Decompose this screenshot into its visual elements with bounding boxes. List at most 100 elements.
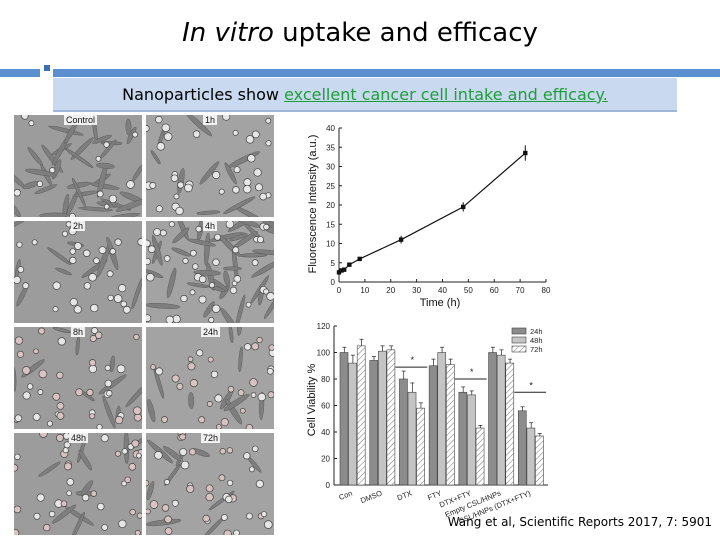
micrograph-texture bbox=[14, 221, 142, 323]
line-chart-point bbox=[357, 256, 362, 262]
micrograph-label: 1h bbox=[203, 115, 218, 125]
micrograph-4h: 4h bbox=[146, 221, 274, 323]
bar-chart-bar bbox=[467, 394, 476, 486]
decorative-bar-right bbox=[53, 69, 720, 77]
bar-chart-bar bbox=[458, 391, 468, 486]
bar-chart-ytick-label: 20 bbox=[321, 455, 330, 464]
micrograph-texture bbox=[14, 327, 142, 429]
bar-chart-bar bbox=[475, 427, 485, 486]
line-chart-point bbox=[336, 270, 342, 275]
line-chart-ytick-label: 30 bbox=[326, 163, 335, 172]
micrograph-label: 72h bbox=[201, 433, 221, 443]
bar-chart-ytick-label: 120 bbox=[317, 322, 331, 331]
micrograph-label: 8h bbox=[71, 327, 86, 337]
line-chart-ylabel: Fluorescence Intensity (a.u.) bbox=[307, 135, 319, 274]
bar-chart-legend-swatch bbox=[511, 327, 527, 335]
bar-chart-bar bbox=[526, 427, 536, 486]
micrograph-label: 4h bbox=[203, 221, 218, 231]
line-chart-xtick-label: 40 bbox=[438, 286, 447, 295]
bar-chart-bar bbox=[437, 352, 447, 486]
micrograph-texture bbox=[146, 327, 274, 429]
micrograph-8h: 8h bbox=[14, 327, 142, 429]
micrograph-texture bbox=[14, 115, 142, 217]
line-chart-ytick-label: 40 bbox=[326, 124, 335, 133]
banner-prefix: Nanoparticles show bbox=[122, 85, 285, 104]
micrograph-label: 24h bbox=[201, 327, 221, 337]
bar-chart-ytick-label: 40 bbox=[321, 428, 330, 437]
bar-chart-bar bbox=[535, 435, 544, 486]
bar-chart-bar bbox=[348, 362, 357, 486]
bar-chart-bar bbox=[339, 352, 349, 486]
bar-chart-legend-label: 72h bbox=[530, 345, 543, 354]
bar-chart-ytick-label: 100 bbox=[317, 349, 331, 358]
decorative-square bbox=[44, 65, 50, 71]
micrograph-72h: 72h bbox=[146, 433, 274, 535]
line-chart-point bbox=[461, 204, 466, 210]
line-chart-xtick-label: 30 bbox=[412, 286, 421, 295]
bar-chart-ytick-label: 60 bbox=[321, 402, 330, 411]
bar-chart-ytick-label: 80 bbox=[321, 375, 330, 384]
micrograph-1h: 1h bbox=[146, 115, 274, 217]
bar-chart-legend-swatch bbox=[511, 336, 527, 344]
decorative-bar-left bbox=[0, 69, 40, 77]
line-chart-point bbox=[347, 262, 352, 267]
bar-chart-bar bbox=[505, 362, 515, 486]
micrograph-grid: Control 1h 2h 4h 8h 24h 48h 72h bbox=[12, 115, 278, 543]
banner-highlight: excellent cancer cell intake and efficac… bbox=[284, 85, 603, 104]
banner-suffix: . bbox=[602, 85, 608, 104]
line-chart-xlabel: Time (h) bbox=[420, 297, 461, 309]
line-chart-ytick-label: 10 bbox=[326, 240, 335, 249]
micrograph-texture bbox=[14, 433, 142, 535]
line-chart-xtick-label: 80 bbox=[542, 286, 551, 295]
cell-viability-bar-chart: Cell Viability % 0 20 40 60 80 100 120 Con DMSO D… bbox=[306, 322, 548, 526]
bar-chart-significance-mark: * bbox=[529, 380, 533, 390]
line-chart-point bbox=[339, 268, 344, 273]
line-chart-point bbox=[398, 237, 404, 242]
bar-chart-legend-label: 24h bbox=[530, 327, 543, 336]
line-chart-ytick-label: 15 bbox=[326, 220, 335, 229]
line-chart-ytick-label: 5 bbox=[331, 259, 336, 268]
micrograph-48h: 48h bbox=[14, 433, 142, 535]
bar-chart-bar bbox=[378, 350, 387, 486]
micrograph-24h: 24h bbox=[146, 327, 274, 429]
micrograph-label: 48h bbox=[69, 433, 89, 443]
bar-chart-significance-mark: * bbox=[411, 355, 415, 365]
bar-chart-legend-label: 48h bbox=[530, 336, 543, 345]
micrograph-2h: 2h bbox=[14, 221, 142, 323]
citation: Wang et al, Scientific Reports 2017, 7: … bbox=[447, 515, 712, 529]
banner-text: Nanoparticles show excellent cancer cell… bbox=[53, 78, 677, 110]
line-chart-xtick-label: 50 bbox=[464, 286, 473, 295]
bar-chart-legend-swatch bbox=[511, 345, 527, 353]
bar-chart-category-label: Con bbox=[338, 489, 354, 503]
slide-title-italic: In vitro bbox=[182, 18, 274, 48]
subtitle-banner: Nanoparticles show excellent cancer cell… bbox=[53, 78, 677, 112]
bar-chart-ytick-label: 0 bbox=[326, 481, 331, 490]
bar-chart-bar bbox=[446, 364, 455, 486]
micrograph-texture bbox=[146, 115, 274, 217]
slide-title-rest: uptake and efficacy bbox=[273, 18, 538, 48]
line-chart-ytick-label: 20 bbox=[326, 201, 335, 210]
line-chart-xtick-label: 20 bbox=[386, 286, 395, 295]
line-chart-xtick-label: 60 bbox=[490, 286, 499, 295]
micrograph-control: Control bbox=[14, 115, 142, 217]
bar-chart-ylabel: Cell Viability % bbox=[306, 364, 318, 437]
line-chart-point bbox=[523, 150, 528, 156]
line-chart-ytick-label: 35 bbox=[326, 143, 335, 152]
line-chart-xtick-label: 70 bbox=[516, 286, 525, 295]
line-chart-point bbox=[341, 267, 347, 272]
micrograph-texture bbox=[146, 221, 274, 323]
bar-chart-bar bbox=[407, 391, 417, 486]
micrograph-label: 2h bbox=[71, 221, 86, 231]
bar-chart-bar bbox=[488, 352, 497, 486]
bar-chart-bar bbox=[369, 360, 379, 486]
fluorescence-line-chart: Fluorescence Intensity (a.u.) Time (h) 0… bbox=[307, 124, 551, 309]
line-chart-series-line bbox=[338, 152, 526, 273]
bar-chart-bar bbox=[496, 354, 506, 486]
micrograph-texture bbox=[146, 433, 274, 535]
bar-chart-bar bbox=[416, 407, 425, 486]
bar-chart-bar bbox=[356, 345, 366, 486]
bar-chart-bar bbox=[428, 365, 438, 486]
bar-chart-category-label: DMSO bbox=[359, 488, 383, 505]
line-chart-xtick-label: 10 bbox=[360, 286, 369, 295]
bar-chart-bar bbox=[517, 410, 527, 486]
